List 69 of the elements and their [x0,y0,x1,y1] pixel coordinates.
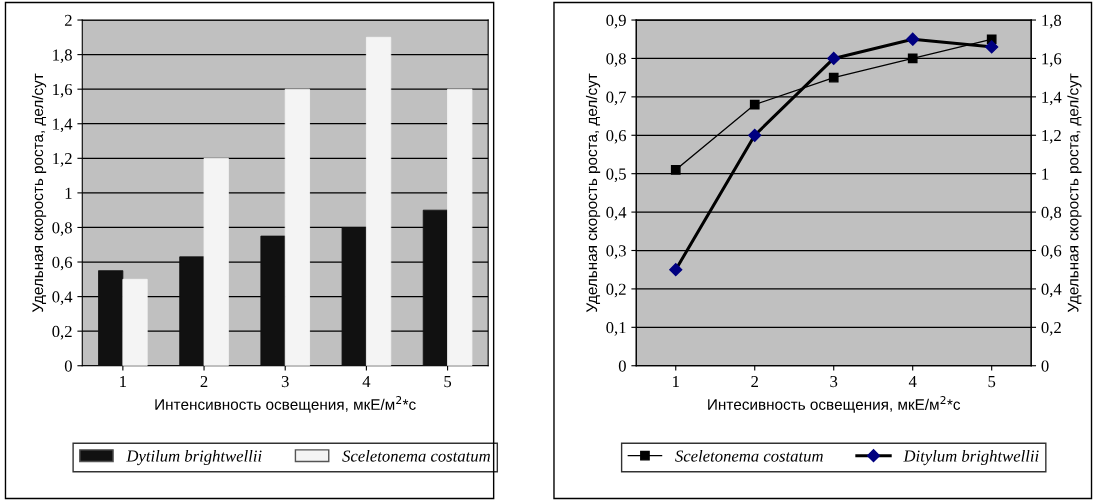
bar [284,88,310,366]
y-tick-label: 0,6 [52,256,73,271]
point [670,164,681,175]
y2-tick-label: 1 [1042,168,1049,180]
y-tick-label: 0,4 [606,206,627,221]
y2-axis-title: Удельная скорость роста, дел/сут [1067,73,1082,313]
y-tick-label: 0,4 [52,291,73,305]
x-tick-label: 5 [444,376,452,388]
y2-tick-label: 1,2 [1042,130,1061,144]
y-tick-label: 0,1 [606,322,626,336]
y2-tick-label: 0,6 [1041,245,1062,259]
y-tick-label: 1,6 [53,83,73,98]
x-tick-label: 5 [988,376,996,388]
x-tick-label: 2 [200,375,208,388]
y-tick-label: 1,2 [53,153,72,167]
y-tick-label: 1,4 [53,118,73,133]
y-tick-label: 0,7 [606,91,627,106]
y-axis-title: Удельная скорость роста, дел/сут [585,73,601,313]
y2-tick-label: 0,4 [1041,283,1062,298]
bar [260,235,286,366]
y2-tick-label: 1,6 [1042,53,1062,67]
x-axis-title: Интенсивность освещения, мкЕ/м$^{2}$*с [155,396,416,413]
x-tick-label: 2 [751,375,758,388]
x-axis-title: Интесивность освещения, мкЕ/м$^{2}$*с [708,396,961,413]
point [748,128,762,142]
bar [203,157,229,366]
y-tick-label: 0,6 [606,129,627,144]
y-tick-label: 0,2 [52,325,72,340]
y-tick-label: 0 [64,360,72,372]
point [828,72,839,83]
y-tick-label: 2 [64,14,72,26]
bar [341,227,367,366]
bar [365,36,392,366]
y-tick-label: 1,8 [53,49,72,63]
x-tick-label: 3 [281,375,289,388]
legend-label: Ditylum brightwellii [903,449,1039,466]
legend-label: Dytilum brightwellii [126,449,262,466]
bar [179,256,205,366]
y-tick-label: 0,8 [606,53,626,67]
y2-tick-label: 1,8 [1042,14,1062,29]
point [749,99,760,110]
y-tick-label: 0,9 [606,14,626,29]
x-tick-label: 1 [120,376,127,388]
x-tick-label: 1 [673,376,679,388]
bar [122,278,148,366]
y2-tick-label: 1,4 [1042,91,1062,106]
y-tick-label: 0,3 [606,245,626,259]
x-tick-label: 3 [830,375,838,388]
x-tick-label: 4 [362,376,371,388]
y-tick-label: 0,2 [606,283,626,298]
y-axis-title: Удельная скорость роста, дел/сут [31,73,47,313]
x-tick-label: 4 [908,376,917,388]
y-tick-label: 0,5 [606,168,626,183]
bar [447,88,473,366]
point [669,263,683,277]
y-tick-label: 0,8 [52,222,72,236]
legend-label: Sceletonema costatum [675,449,823,462]
bar [422,209,448,366]
point [985,40,999,54]
bar [98,270,124,366]
legend-label: Sceletonema costatum [342,449,490,462]
point [907,53,918,64]
point [906,32,920,46]
y-tick-label: 0 [618,360,626,372]
y2-tick-label: 0,8 [1041,206,1062,221]
y-tick-label: 1 [65,187,72,199]
y2-tick-label: 0,2 [1041,322,1061,336]
y2-tick-label: 0 [1041,360,1049,372]
point [827,51,841,66]
